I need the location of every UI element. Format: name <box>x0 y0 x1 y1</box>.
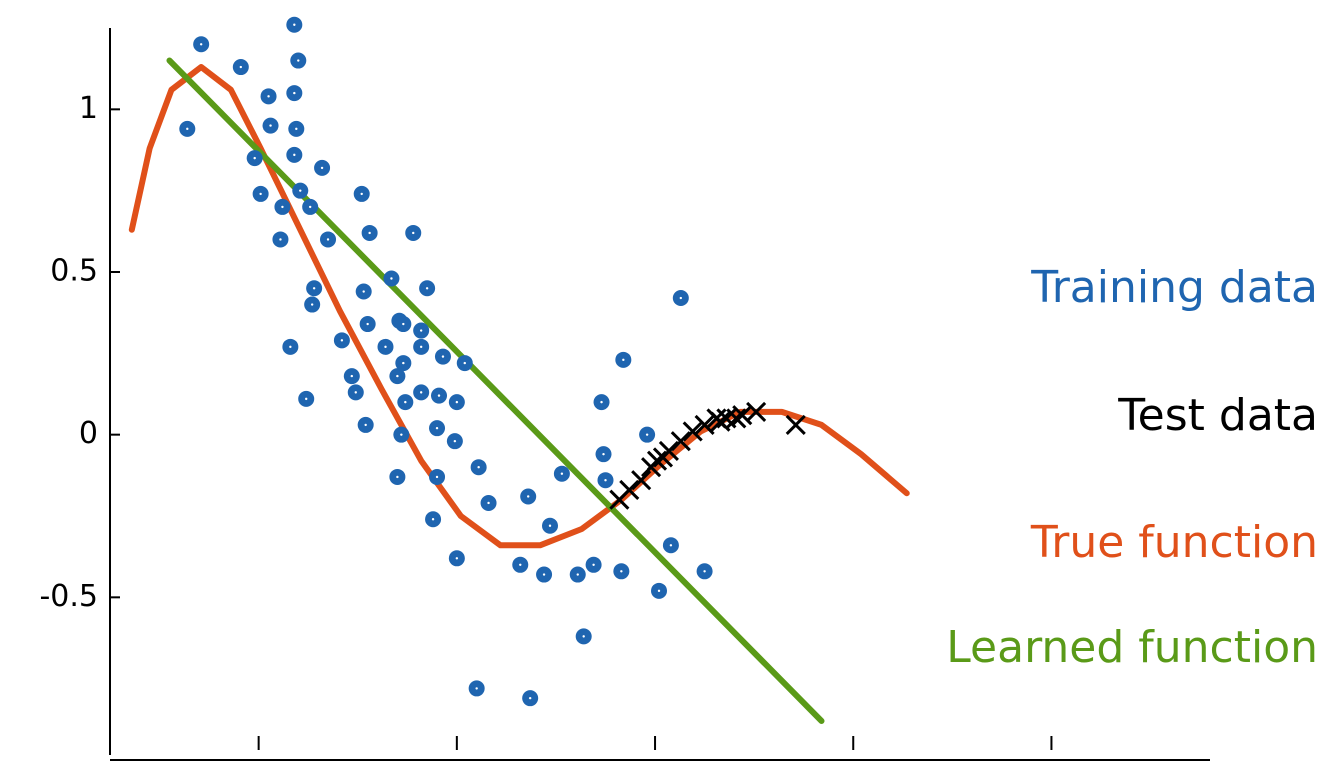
data-point-center <box>239 65 243 69</box>
data-point-center <box>463 361 466 365</box>
data-point-center <box>366 322 369 326</box>
test-point <box>670 431 691 452</box>
test-point <box>682 421 703 442</box>
data-point-center <box>528 696 532 700</box>
data-point-center <box>312 287 316 290</box>
data-point-center <box>384 345 387 349</box>
legend-label: Training data <box>1030 262 1318 313</box>
y-tick-label: 0.5 <box>50 254 98 289</box>
data-point-center <box>295 127 298 131</box>
test-point <box>646 450 668 471</box>
data-point-center <box>592 563 595 566</box>
data-point-center <box>455 557 459 560</box>
y-tick-label: -0.5 <box>39 579 98 614</box>
data-point-center <box>548 524 552 527</box>
data-point-center <box>350 374 354 378</box>
data-point-center <box>419 391 423 394</box>
data-point-center <box>669 544 673 547</box>
data-point-center <box>526 495 530 498</box>
data-point-center <box>435 475 439 479</box>
data-point-center <box>320 166 324 170</box>
data-point-center <box>475 687 478 690</box>
data-point-center <box>299 189 302 192</box>
data-point-center <box>259 192 262 196</box>
test-point <box>726 408 747 429</box>
data-point-center <box>487 501 490 505</box>
data-point-center <box>560 472 564 475</box>
test-point <box>710 411 731 432</box>
data-point-center <box>368 231 371 235</box>
data-point-center <box>308 205 312 209</box>
data-point-center <box>305 397 308 401</box>
data-point-center <box>582 635 585 638</box>
data-point-center <box>620 570 623 573</box>
data-point-center <box>519 563 522 566</box>
data-point-center <box>600 400 603 404</box>
data-point-center <box>400 433 403 436</box>
data-point-center <box>576 573 579 576</box>
data-point-center <box>477 466 480 469</box>
data-point-center <box>340 339 344 342</box>
data-point-center <box>645 433 649 436</box>
data-point-center <box>402 361 405 365</box>
y-tick-label: 1 <box>79 91 98 126</box>
test-point <box>658 440 679 461</box>
data-point-center <box>281 205 284 209</box>
data-point-center <box>360 192 363 196</box>
data-point-center <box>455 400 459 404</box>
data-point-center <box>453 439 457 443</box>
test-point <box>746 401 767 422</box>
data-point-center <box>425 287 429 290</box>
data-point-center <box>199 43 203 46</box>
data-point-center <box>354 391 357 394</box>
data-point-center <box>362 290 365 293</box>
test-point <box>631 470 652 491</box>
data-point-center <box>622 358 625 362</box>
data-point-center <box>396 374 399 378</box>
data-point-center <box>402 322 405 326</box>
data-point-center <box>396 475 399 479</box>
test-point <box>619 479 640 501</box>
data-point-center <box>703 570 706 573</box>
data-point-center <box>604 479 607 482</box>
legend-label: True function <box>1030 517 1318 568</box>
data-point-center <box>310 303 314 306</box>
data-point-center <box>679 296 683 300</box>
data-point-center <box>441 355 445 358</box>
data-point-center <box>390 277 393 280</box>
data-point-center <box>404 400 407 404</box>
data-point-center <box>326 238 330 241</box>
test-point <box>694 414 715 435</box>
data-point-center <box>419 345 423 349</box>
line <box>166 57 825 724</box>
data-point-center <box>289 345 292 349</box>
legend-label: Test data <box>1117 390 1318 441</box>
data-point-center <box>279 238 282 241</box>
data-point-center <box>437 394 441 397</box>
data-point-center <box>293 91 296 95</box>
y-tick-label: 0 <box>79 416 98 451</box>
data-point-center <box>542 573 546 576</box>
data-point-center <box>186 127 189 131</box>
data-point-center <box>293 153 296 157</box>
data-point-center <box>293 23 296 26</box>
data-point-center <box>253 156 256 160</box>
data-point-center <box>419 329 423 332</box>
data-point-center <box>267 95 270 98</box>
data-point-center <box>602 452 605 456</box>
data-point-center <box>364 423 367 427</box>
line <box>128 64 910 549</box>
data-point-center <box>657 589 661 593</box>
data-point-center <box>269 124 272 127</box>
legend-label: Learned function <box>946 622 1318 673</box>
data-point-center <box>435 426 439 430</box>
data-point-center <box>297 59 300 62</box>
data-point-center <box>412 231 415 235</box>
data-point-center <box>431 518 435 521</box>
test-point <box>785 414 806 435</box>
